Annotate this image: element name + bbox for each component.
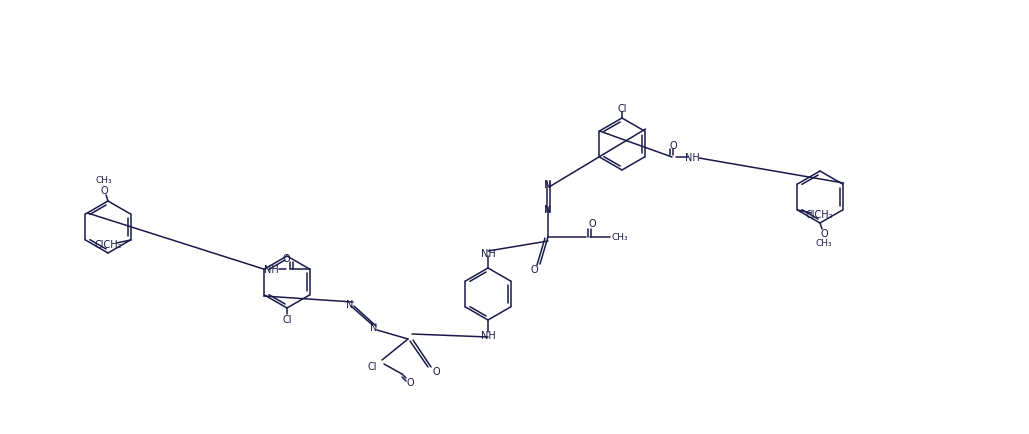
Text: NH: NH — [684, 153, 700, 163]
Text: Cl: Cl — [617, 104, 627, 114]
Text: NH: NH — [264, 264, 279, 274]
Text: CH₃: CH₃ — [816, 239, 832, 248]
Text: O: O — [669, 141, 677, 151]
Text: O: O — [589, 218, 596, 228]
Text: Cl: Cl — [282, 314, 292, 324]
Text: O: O — [283, 253, 290, 263]
Text: N: N — [544, 180, 552, 190]
Text: ClCH₂: ClCH₂ — [95, 240, 122, 250]
Text: N: N — [544, 204, 552, 214]
Text: O: O — [820, 228, 827, 238]
Text: O: O — [100, 186, 108, 196]
Text: ClCH₂: ClCH₂ — [806, 210, 833, 220]
Text: O: O — [432, 366, 439, 376]
Text: N: N — [347, 299, 354, 309]
Text: N: N — [370, 322, 378, 332]
Text: NH: NH — [481, 248, 495, 258]
Text: CH₃: CH₃ — [611, 233, 629, 242]
Text: Cl: Cl — [367, 361, 377, 371]
Text: CH₃: CH₃ — [96, 176, 112, 185]
Text: NH: NH — [481, 330, 495, 340]
Text: O: O — [530, 264, 538, 274]
Text: O: O — [406, 377, 414, 387]
